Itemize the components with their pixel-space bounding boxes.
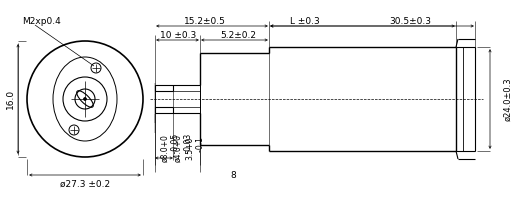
Text: 5.2±0.2: 5.2±0.2 bbox=[220, 31, 256, 41]
Text: 15.2±0.5: 15.2±0.5 bbox=[184, 17, 226, 27]
Text: ø4.0+0
    -0.03: ø4.0+0 -0.03 bbox=[173, 133, 193, 163]
Text: L ±0.3: L ±0.3 bbox=[290, 17, 320, 27]
Text: ø8.0+0
    -0.05: ø8.0+0 -0.05 bbox=[160, 133, 180, 163]
Text: 3.5+0
   -0.1: 3.5+0 -0.1 bbox=[185, 136, 204, 160]
Text: ø24.0±0.3: ø24.0±0.3 bbox=[503, 77, 512, 121]
Text: ø27.3 ±0.2: ø27.3 ±0.2 bbox=[60, 180, 110, 188]
Text: 30.5±0.3: 30.5±0.3 bbox=[389, 17, 431, 27]
Text: 8: 8 bbox=[230, 171, 236, 181]
Text: M2xp0.4: M2xp0.4 bbox=[22, 16, 61, 26]
Text: 16.0: 16.0 bbox=[6, 89, 15, 109]
Circle shape bbox=[84, 97, 87, 101]
Text: 10 ±0.3: 10 ±0.3 bbox=[160, 31, 196, 41]
